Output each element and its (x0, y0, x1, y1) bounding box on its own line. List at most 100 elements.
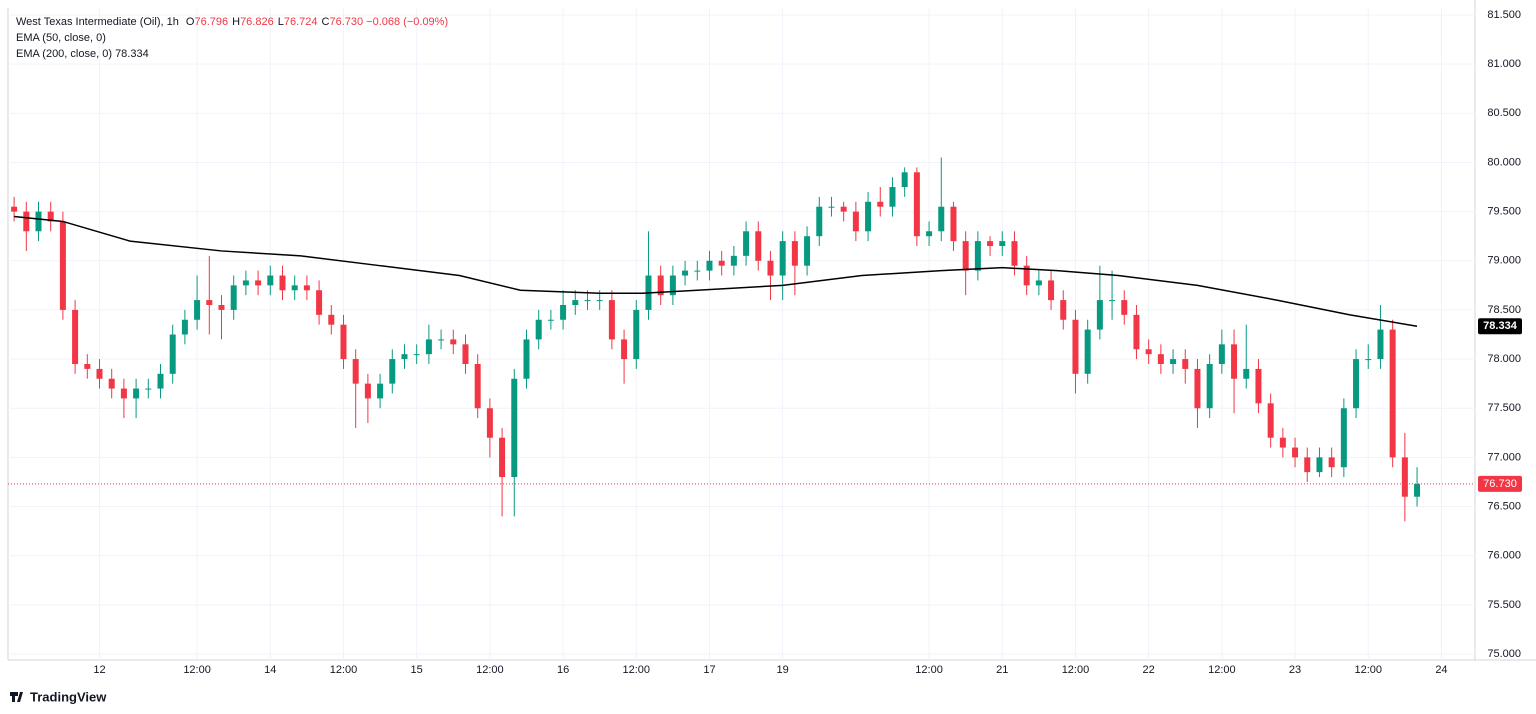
candle-body (1255, 368, 1262, 404)
x-tick-label: 12:00 (330, 664, 358, 676)
x-tick-label: 12:00 (623, 664, 651, 676)
candle-body (1206, 363, 1213, 409)
x-tick-label: 14 (264, 664, 276, 676)
candle-body (242, 280, 249, 286)
candle-body (194, 300, 201, 320)
indicator: EMA (50, close, 0) (16, 32, 106, 44)
candle-body (779, 241, 786, 276)
brand: TradingView (30, 689, 107, 704)
y-tick-label: 78.500 (1487, 304, 1521, 316)
x-tick-label: 12:00 (476, 664, 504, 676)
candle-body (877, 201, 884, 207)
x-tick-label: 19 (777, 664, 789, 676)
x-tick-label: 12:00 (915, 664, 943, 676)
candle-body (1072, 319, 1079, 374)
legend: West Texas Intermediate (Oil), 1h O76.79… (16, 14, 448, 62)
candle-body (1218, 344, 1225, 364)
candle-body (962, 241, 969, 271)
candle-body (230, 285, 237, 310)
ohlc-key: L (277, 16, 284, 28)
candle-body (291, 285, 298, 291)
candle-body (1145, 349, 1152, 355)
candle-body (255, 280, 262, 286)
candle-body (413, 354, 420, 356)
candle-body (816, 206, 823, 237)
candle-body (852, 211, 859, 232)
candle-body (96, 368, 103, 379)
candle-body (560, 305, 567, 320)
candle-body (804, 236, 811, 266)
indicator: EMA (200, close, 0) 78.334 (16, 46, 448, 62)
candle-body (547, 319, 554, 321)
candle-body (767, 260, 774, 276)
x-tick-label: 16 (557, 664, 569, 676)
candle-body (1133, 314, 1140, 350)
candle-body (1267, 403, 1274, 438)
candle-body (730, 255, 737, 266)
y-tick-label: 75.000 (1487, 648, 1521, 660)
candle-body (364, 383, 371, 399)
candle-body (218, 305, 225, 310)
ohlc-value: 76.730 (329, 16, 364, 28)
candle-body (1389, 329, 1396, 458)
candle-body (889, 187, 896, 207)
y-tick-label: 77.500 (1487, 402, 1521, 414)
candle-body (1011, 241, 1018, 266)
candle-body (316, 290, 323, 315)
candle-body (401, 354, 408, 360)
candle-body (669, 275, 676, 296)
candle-body (279, 275, 286, 291)
candle-body (108, 378, 115, 389)
candle-body (1121, 300, 1128, 315)
candle-body (974, 241, 981, 271)
candle-body (499, 437, 506, 478)
ohlc-value: 76.796 (194, 16, 229, 28)
candle-body (1401, 457, 1408, 497)
last-price-badge (1478, 475, 1522, 492)
x-tick-label: 12:00 (1208, 664, 1236, 676)
candle-body (913, 172, 920, 237)
y-tick-label: 76.500 (1487, 500, 1521, 512)
candle-body (1035, 280, 1042, 286)
candle-body (267, 275, 274, 286)
y-tick-label: 81.500 (1487, 9, 1521, 21)
candle-body (633, 309, 640, 360)
ohlc-value: 76.724 (283, 16, 318, 28)
y-tick-label: 80.000 (1487, 156, 1521, 168)
candle-body (438, 339, 445, 341)
change: −0.068 (−0.09%) (366, 16, 449, 28)
candle-body (706, 260, 713, 271)
candle-body (11, 206, 18, 212)
candle-body (584, 300, 591, 302)
candle-body (340, 324, 347, 360)
candle-body (1340, 408, 1347, 468)
candle-body (462, 344, 469, 364)
x-tick-label: 24 (1435, 664, 1447, 676)
x-tick-label: 12:00 (1354, 664, 1382, 676)
candle-body (303, 285, 310, 291)
candle-body (1109, 300, 1116, 302)
candle-body (865, 201, 872, 232)
candle-body (133, 388, 140, 399)
candle-body (901, 172, 908, 188)
x-tick-label: 12 (93, 664, 105, 676)
x-tick-label: 15 (411, 664, 423, 676)
candle-body (59, 221, 66, 310)
y-tick-label: 78.000 (1487, 353, 1521, 365)
y-tick-label: 76.000 (1487, 550, 1521, 562)
candle-body (377, 383, 384, 399)
candle-body (926, 231, 933, 237)
y-tick-label: 77.000 (1487, 451, 1521, 463)
x-tick-label: 17 (703, 664, 715, 676)
candle-body (425, 339, 432, 355)
candle-body (157, 373, 164, 389)
candle-body (999, 241, 1006, 247)
candle-body (328, 314, 335, 325)
candle-body (621, 339, 628, 360)
y-tick-label: 79.000 (1487, 255, 1521, 267)
candle-body (1414, 483, 1421, 497)
ohlc-key: C (321, 16, 330, 28)
x-tick-label: 21 (996, 664, 1008, 676)
